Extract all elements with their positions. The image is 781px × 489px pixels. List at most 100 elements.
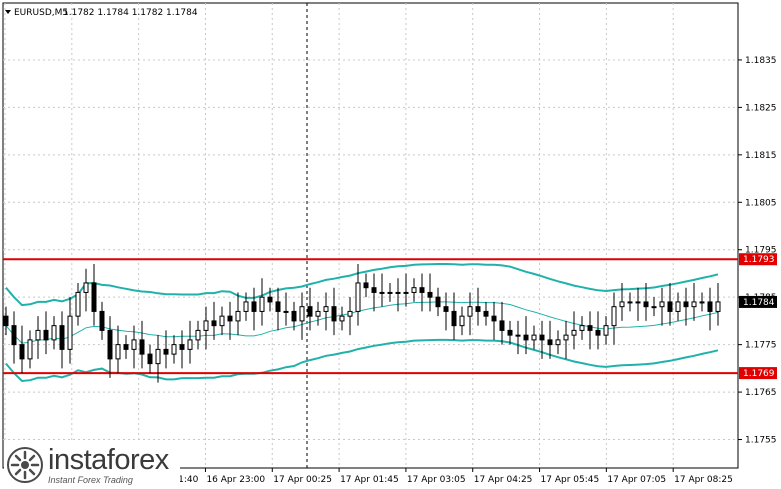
ohlc-values: 1.1782 1.1784 1.1782 1.1784 (63, 8, 198, 18)
level-tag-label: 1.1793 (743, 255, 775, 265)
x-tick-label: 17 Apr 07:05 (607, 475, 666, 485)
candle-body (235, 310, 241, 322)
level-tag (739, 253, 777, 266)
level-tag (739, 367, 777, 380)
current-price-tag (739, 295, 777, 308)
candle-body (571, 329, 577, 336)
candle-body (211, 320, 217, 327)
candle-body (155, 348, 161, 365)
y-tick-label: 1.1775 (745, 341, 777, 351)
candle-body (587, 325, 593, 331)
candle-body (491, 315, 497, 322)
y-tick-label: 1.1805 (745, 198, 777, 208)
candle-body (59, 325, 65, 350)
x-tick-label: 17 Apr 00:25 (273, 475, 332, 485)
candle-body (67, 315, 73, 350)
level-tag-label: 1.1769 (743, 369, 775, 379)
candle-body (315, 310, 321, 317)
candle-body (347, 310, 353, 317)
current-price-label: 1.1784 (743, 298, 775, 308)
candle-body (43, 329, 49, 341)
candle-body (291, 310, 297, 322)
symbol-label: EURUSD,M5 (14, 8, 68, 18)
candle-body (131, 339, 137, 350)
candle-body (563, 334, 569, 341)
candle-body (451, 310, 457, 327)
candle-body (467, 306, 473, 317)
candle-body (187, 339, 193, 350)
candle-body (379, 291, 385, 294)
candle-body (123, 344, 129, 350)
y-tick-label: 1.1825 (745, 103, 777, 113)
candle-body (227, 315, 233, 322)
symbol-header: EURUSD,M5 1.1782 1.1784 1.1782 1.1784 (5, 8, 198, 18)
plot-area (2, 2, 739, 469)
candle-body (251, 301, 257, 312)
candle-body (579, 325, 585, 331)
candle-body (555, 339, 561, 346)
candle-body (99, 310, 105, 331)
x-tick-label: 17 Apr 01:45 (340, 475, 399, 485)
candle-body (483, 310, 489, 317)
candle-body (395, 291, 401, 294)
price-axis: 1.18351.18251.18151.18051.17951.17851.17… (738, 56, 777, 446)
upper-band (5, 263, 719, 307)
x-tick-label: 17 Apr 08:25 (674, 475, 733, 485)
candle-body (11, 325, 17, 346)
candle-body (691, 301, 697, 308)
candle-body (715, 301, 721, 312)
candle-body (267, 296, 273, 303)
candle-body (651, 306, 657, 309)
candle-body (539, 334, 545, 341)
candle-body (699, 301, 705, 304)
candlestick-series (3, 263, 721, 383)
candle-body (531, 334, 537, 341)
candle-body (83, 282, 89, 293)
candle-body (459, 315, 465, 327)
candle-body (403, 291, 409, 294)
candle-body (147, 353, 153, 365)
candle-body (171, 344, 177, 355)
candle-body (195, 329, 201, 341)
candle-body (547, 339, 553, 346)
candle-body (515, 334, 521, 337)
candle-body (75, 291, 81, 317)
candle-body (299, 306, 305, 322)
candle-body (595, 329, 601, 336)
candle-body (675, 301, 681, 312)
x-tick-label: 16 Apr 23:00 (206, 475, 265, 485)
candle-body (35, 329, 41, 341)
y-tick-label: 1.1765 (745, 388, 777, 398)
candle-body (323, 306, 329, 312)
candle-body (683, 301, 689, 308)
candle-body (419, 287, 425, 293)
candle-body (107, 329, 113, 360)
y-tick-label: 1.1835 (745, 56, 777, 66)
logo-wordmark: instaforex (48, 444, 169, 476)
x-tick-label: 17 Apr 05:45 (541, 475, 600, 485)
candle-body (435, 296, 441, 308)
x-tick-label: 17 Apr 04:25 (474, 475, 533, 485)
logo-tagline: Instant Forex Trading (48, 475, 133, 485)
candle-body (603, 325, 609, 336)
candle-body (339, 315, 345, 322)
candle-body (203, 320, 209, 331)
candle-body (51, 325, 57, 341)
candle-body (611, 306, 617, 327)
candle-body (635, 301, 641, 304)
candle-body (307, 306, 313, 317)
candle-body (219, 315, 225, 327)
candle-body (355, 282, 361, 312)
candle-body (627, 301, 633, 304)
candle-body (275, 301, 281, 312)
candle-body (139, 339, 145, 355)
candle-body (707, 301, 713, 312)
candle-body (115, 344, 121, 360)
candle-body (387, 291, 393, 294)
price-tags: 1.1793 1.1769 1.1784 (739, 253, 777, 380)
instaforex-logo: instaforex Instant Forex Trading (4, 442, 180, 488)
candle-body (179, 344, 185, 350)
candle-body (331, 306, 337, 322)
dropdown-triangle-icon[interactable] (5, 10, 11, 14)
